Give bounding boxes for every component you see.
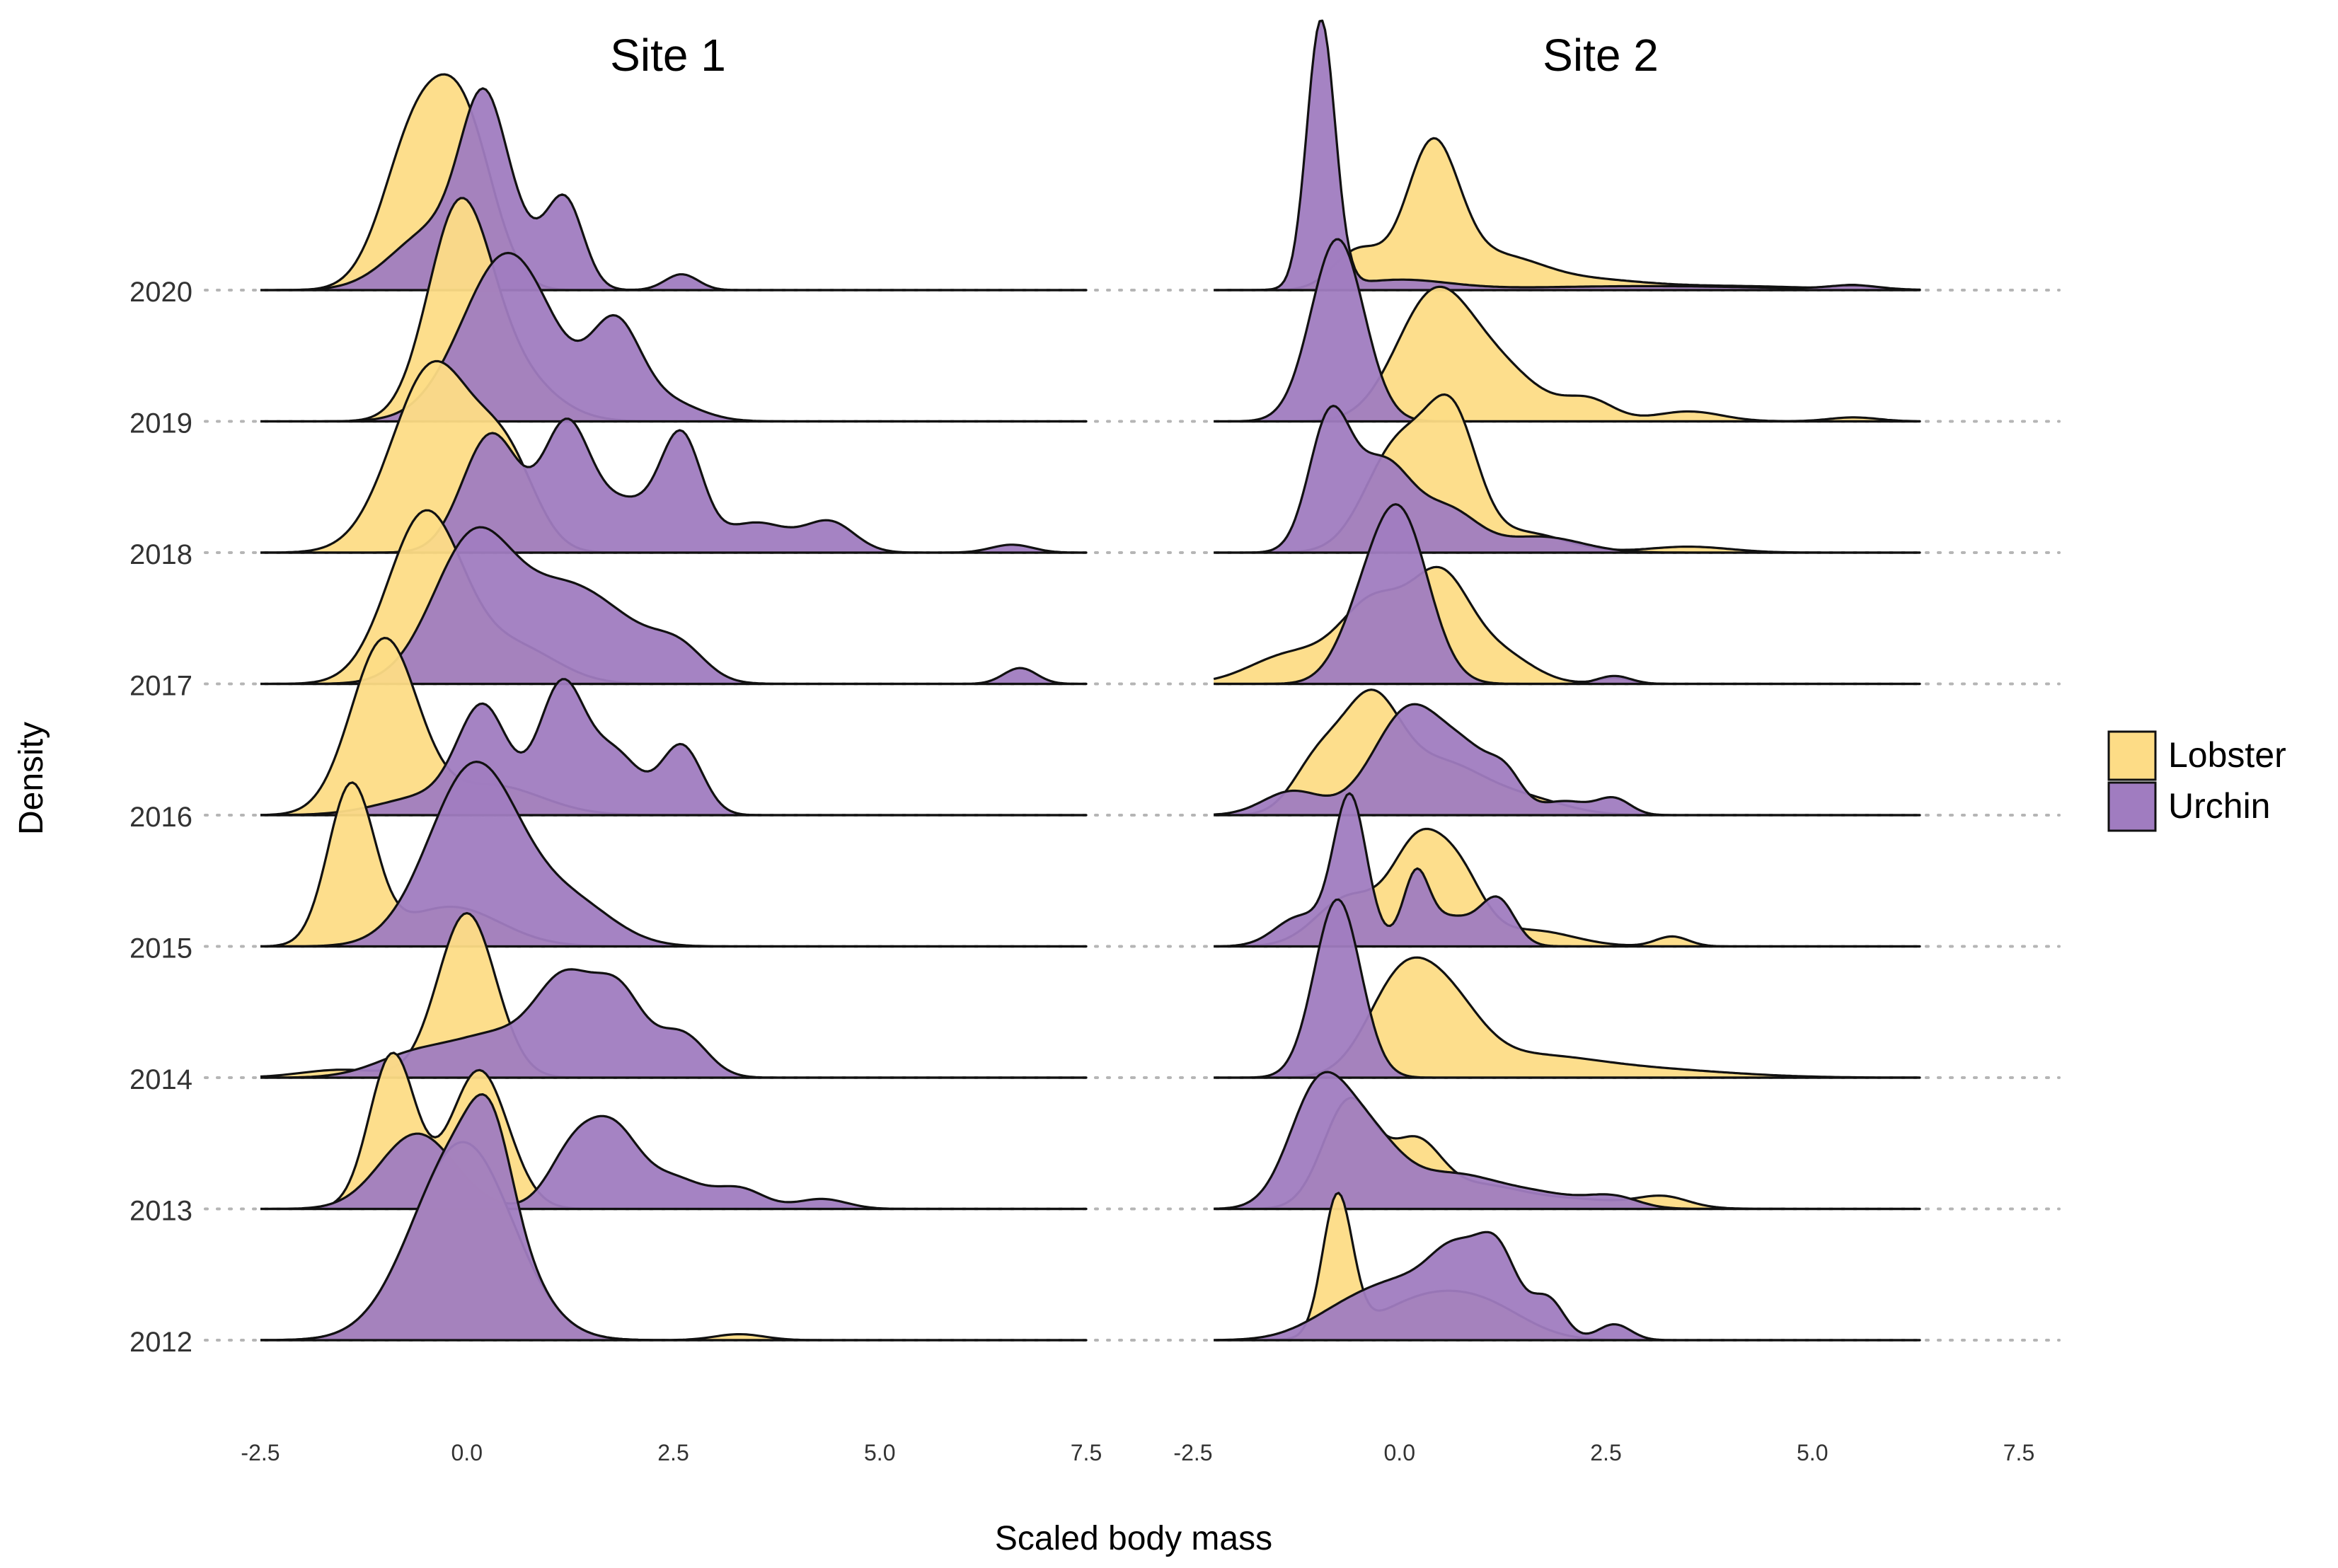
ridge-outline-urchin-2019-site1 xyxy=(260,251,1088,423)
y-axis-title: Density xyxy=(13,722,50,835)
y-tick-label: 2012 xyxy=(129,1327,192,1358)
y-tick-label: 2016 xyxy=(129,802,192,833)
facet-title-site-2: Site 2 xyxy=(1543,30,1659,81)
y-tick-label: 2014 xyxy=(129,1064,192,1095)
ridge-fill-urchin-2014-site2 xyxy=(1214,899,1920,1078)
y-tick-label: 2017 xyxy=(129,671,192,702)
ridge-fill-lobster-2020-site1 xyxy=(260,74,1086,290)
ridge-fill-urchin-2012-site2 xyxy=(1214,1232,1920,1340)
legend-key-urchin xyxy=(2107,781,2157,832)
y-tick-label: 2015 xyxy=(129,933,192,964)
ridge-outline-urchin-2020-site2 xyxy=(1214,19,1921,292)
x-tick-label: -2.5 xyxy=(241,1440,280,1465)
ridge-fill-urchin-2015-site2 xyxy=(1214,793,1920,947)
y-tick-label: 2013 xyxy=(129,1196,192,1227)
ridge-fill-lobster-2019-site2 xyxy=(1214,287,1920,422)
ridge-fill-lobster-2014-site2 xyxy=(1214,957,1920,1078)
x-tick-label: 2.5 xyxy=(657,1440,689,1465)
x-tick-label: 5.0 xyxy=(1797,1440,1828,1465)
ridge-fill-urchin-2017-site2 xyxy=(1214,504,1920,684)
x-tick-label: 0.0 xyxy=(451,1440,483,1465)
ridge-fill-urchin-2019-site1 xyxy=(260,253,1086,422)
ridge-outline-urchin-2018-site2 xyxy=(1214,405,1921,554)
ridge-outline-urchin-2015-site2 xyxy=(1214,792,1921,948)
y-tick-label: 2019 xyxy=(129,408,192,439)
axes: 2012 2013 2014 2015 2016 2017 2018 2019 2020 -2.5… xyxy=(129,277,2034,1465)
legend-label-urchin: Urchin xyxy=(2168,786,2270,826)
ridge-fill-urchin-2019-site2 xyxy=(1214,239,1920,422)
legend: Lobster Urchin xyxy=(2107,730,2286,832)
legend-label-lobster: Lobster xyxy=(2168,735,2286,775)
ridge-outline-urchin-2014-site2 xyxy=(1214,898,1921,1079)
density-ridges xyxy=(260,19,1921,1342)
y-tick-label: 2018 xyxy=(129,539,192,570)
ridge-fill-urchin-2017-site1 xyxy=(260,527,1086,684)
x-axis-title: Scaled body mass xyxy=(995,1520,1272,1557)
ridge-outline-urchin-2016-site1 xyxy=(260,678,1088,817)
ridge-outline-urchin-2013-site2 xyxy=(1214,1071,1921,1211)
facet-title-site-1: Site 1 xyxy=(610,30,726,81)
ridge-outline-urchin-2015-site1 xyxy=(260,761,1088,948)
ridge-fill-lobster-2012-site2 xyxy=(1214,1192,1920,1340)
ridge-fill-lobster-2015-site2 xyxy=(1214,829,1920,947)
ridge-outline-urchin-2014-site1 xyxy=(260,968,1088,1079)
ridge-outline-urchin-2012-site1 xyxy=(260,1093,1088,1342)
x-tick-label: 7.5 xyxy=(2003,1440,2034,1465)
ridge-fill-lobster-2017-site2 xyxy=(1214,567,1920,684)
x-tick-label: 0.0 xyxy=(1384,1440,1415,1465)
ridge-fill-urchin-2013-site2 xyxy=(1214,1072,1920,1209)
ridge-fill-urchin-2015-site1 xyxy=(260,761,1086,947)
legend-key-lobster xyxy=(2107,730,2157,781)
ridge-fill-urchin-2012-site1 xyxy=(260,1094,1086,1340)
ridge-fill-lobster-2015-site1 xyxy=(260,782,1086,947)
ridge-fill-urchin-2014-site1 xyxy=(260,969,1086,1078)
x-tick-label: 7.5 xyxy=(1071,1440,1102,1465)
ridge-outline-urchin-2013-site1 xyxy=(260,1114,1088,1211)
ridge-fill-lobster-2020-site2 xyxy=(1214,138,1920,290)
ridge-fill-urchin-2018-site1 xyxy=(260,418,1086,553)
ridge-outline-urchin-2017-site2 xyxy=(1214,503,1921,686)
ridge-outline-urchin-2020-site1 xyxy=(260,87,1088,292)
ridge-outline-urchin-2012-site2 xyxy=(1214,1230,1921,1342)
ridge-outline-urchin-2019-site2 xyxy=(1214,238,1921,423)
ridge-outline-urchin-2016-site2 xyxy=(1214,703,1921,817)
x-tick-label: 5.0 xyxy=(864,1440,895,1465)
ridge-fill-urchin-2016-site2 xyxy=(1214,704,1920,815)
x-tick-label: 2.5 xyxy=(1590,1440,1621,1465)
x-tick-label: -2.5 xyxy=(1173,1440,1212,1465)
y-tick-label: 2020 xyxy=(129,277,192,308)
